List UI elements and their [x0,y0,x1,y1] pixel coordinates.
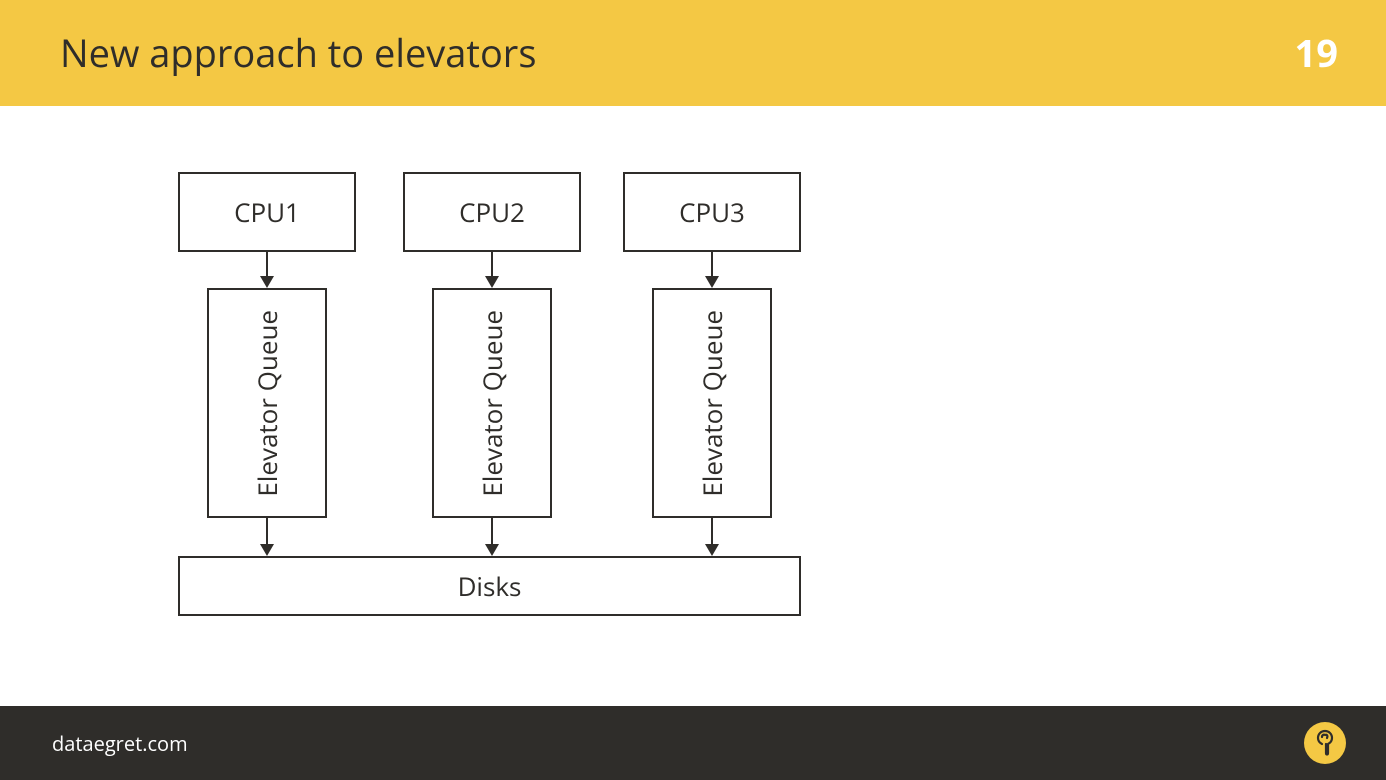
disks-box-label: Disks [458,568,522,604]
slide: New approach to elevators 19 CPU1 CPU2 CPU… [0,0,1386,780]
queue-box-2-label: Elevator Queue [474,310,510,497]
logo-icon [1304,722,1346,764]
arrow-queue-disks-1 [255,518,279,556]
footer-text: dataegret.com [52,730,188,757]
queue-box-3: Elevator Queue [652,288,772,518]
arrow-cpu-queue-3 [700,252,724,288]
cpu-box-3-label: CPU3 [679,194,745,230]
arrow-cpu-queue-2 [480,252,504,288]
slide-header: New approach to elevators 19 [0,0,1386,106]
arrow-cpu-queue-1 [255,252,279,288]
cpu-box-1-label: CPU1 [234,194,300,230]
queue-box-1-label: Elevator Queue [249,310,285,497]
arrow-queue-disks-3 [700,518,724,556]
cpu-box-3: CPU3 [623,172,801,252]
cpu-box-1: CPU1 [178,172,356,252]
disks-box: Disks [178,556,801,616]
slide-footer: dataegret.com [0,706,1386,780]
slide-title: New approach to elevators [60,27,536,79]
cpu-box-2: CPU2 [403,172,581,252]
queue-box-1: Elevator Queue [207,288,327,518]
queue-box-2: Elevator Queue [432,288,552,518]
arrow-queue-disks-2 [480,518,504,556]
page-number: 19 [1295,27,1338,79]
cpu-box-2-label: CPU2 [459,194,525,230]
queue-box-3-label: Elevator Queue [694,310,730,497]
